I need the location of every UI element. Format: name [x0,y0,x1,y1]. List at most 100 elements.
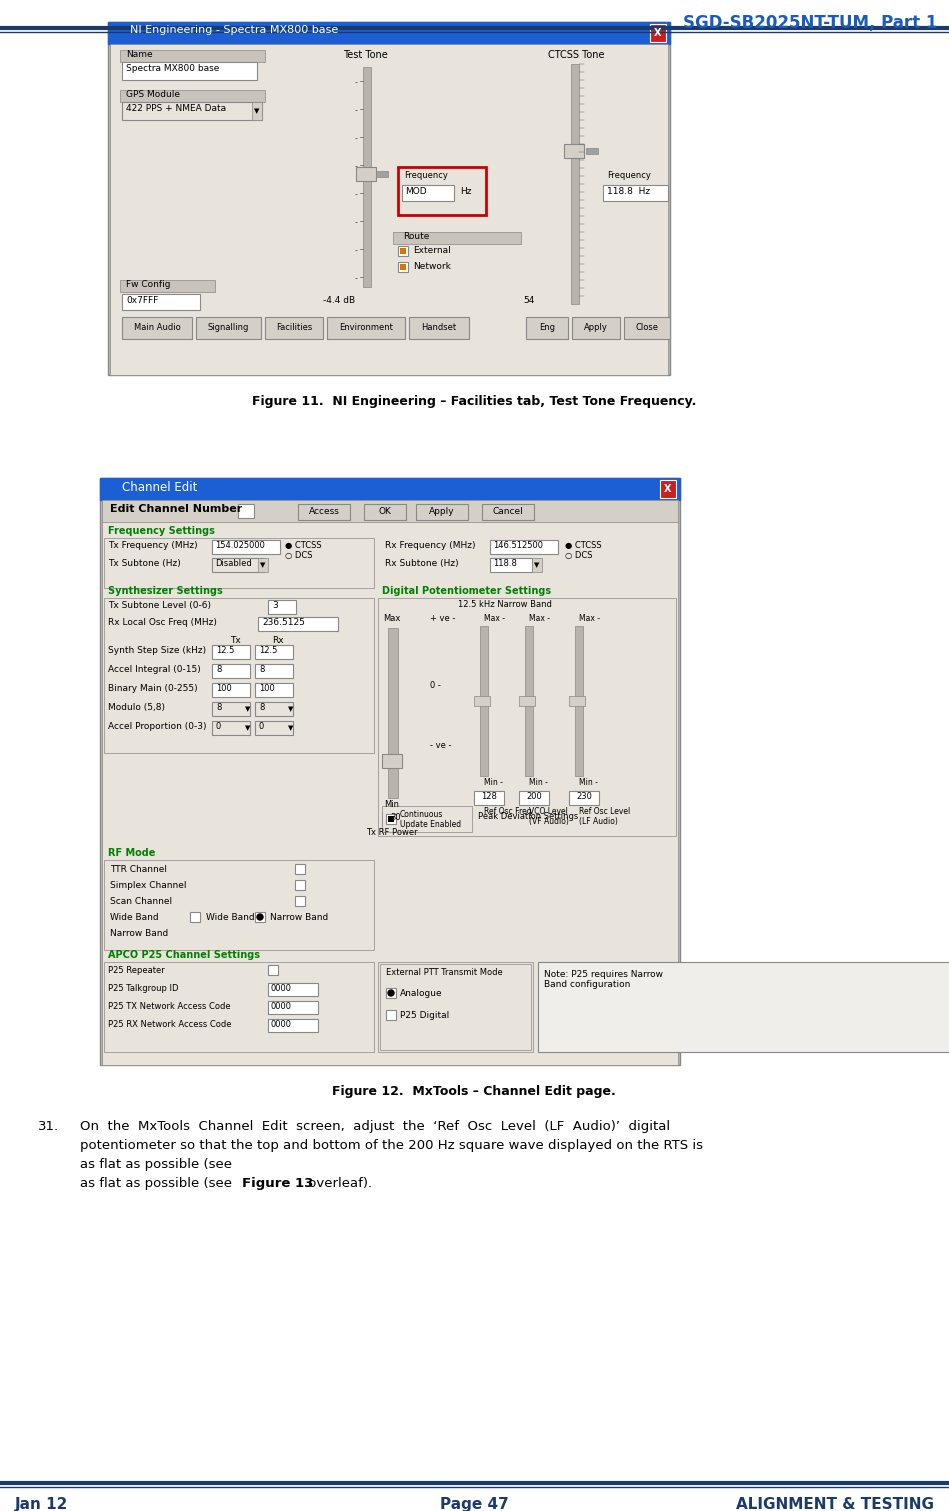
Bar [102,500,678,521]
Bar [255,703,293,716]
Bar [295,879,305,890]
Text: Signalling: Signalling [207,323,249,332]
Text: ● CTCSS: ● CTCSS [565,541,602,550]
Text: RF Mode: RF Mode [108,848,156,858]
Text: ○ DCS: ○ DCS [565,552,592,561]
Bar [416,505,468,520]
Text: Binary Main (0-255): Binary Main (0-255) [108,684,197,694]
Text: ▼: ▼ [534,562,540,568]
Text: Simplex Channel: Simplex Channel [110,881,187,890]
Text: Peak Deviation Settings: Peak Deviation Settings [478,811,578,820]
Bar [255,913,265,922]
Bar [268,966,278,975]
Text: Accel Integral (0-15): Accel Integral (0-15) [108,665,201,674]
Text: NI Engineering - Spectra MX800 base: NI Engineering - Spectra MX800 base [130,26,338,35]
Bar [490,558,532,573]
Text: 118.8  Hz: 118.8 Hz [607,187,650,196]
Text: 3: 3 [272,601,278,610]
Text: VCO Level
(VF Audio): VCO Level (VF Audio) [529,807,568,827]
Bar [122,62,257,80]
Bar [212,645,250,659]
Bar [258,616,338,632]
Text: -: - [355,246,358,255]
Bar [255,645,293,659]
Text: Tx RF Power: Tx RF Power [366,828,418,837]
Bar [378,963,533,1052]
Text: Narrow Band: Narrow Band [270,913,328,922]
Text: Test Tone: Test Tone [343,50,388,60]
Text: P25 TX Network Access Code: P25 TX Network Access Code [108,1002,231,1011]
Text: -: - [355,79,358,88]
Text: 422 PPS + NMEA Data: 422 PPS + NMEA Data [126,104,226,113]
Text: -: - [355,106,358,115]
Text: 0: 0 [216,722,221,731]
Bar [474,697,490,706]
Text: Max -: Max - [484,613,505,623]
Bar [104,963,374,1052]
Text: X: X [654,29,661,38]
Text: - ve -: - ve - [430,740,452,749]
Text: Apply: Apply [429,508,455,517]
Bar [108,23,670,44]
Bar [102,500,678,1065]
Text: 8: 8 [216,703,221,712]
Text: Scan Channel: Scan Channel [110,898,172,907]
Bar [104,860,374,950]
Bar [398,261,408,272]
Text: 100: 100 [216,684,232,694]
Text: -: - [355,134,358,144]
Text: Page 47: Page 47 [439,1497,509,1511]
Bar [298,505,350,520]
Bar [212,558,264,573]
Text: Synthesizer Settings: Synthesizer Settings [108,586,223,595]
Text: P25 Talkgroup ID: P25 Talkgroup ID [108,984,178,993]
Text: 8: 8 [259,703,265,712]
Text: 200: 200 [526,792,542,801]
Bar [490,539,558,555]
Text: Name: Name [126,50,153,59]
Bar [364,505,406,520]
Text: P25 Repeater: P25 Repeater [108,966,165,975]
Text: + ve -: + ve - [430,613,456,623]
Bar [120,50,265,62]
Text: ALIGNMENT & TESTING: ALIGNMENT & TESTING [736,1497,934,1511]
Bar [569,697,585,706]
Bar [480,626,488,777]
Bar [575,626,583,777]
Text: 0000: 0000 [271,1002,292,1011]
Text: 146.512500: 146.512500 [493,541,543,550]
Bar [104,538,374,588]
Text: Min -: Min - [484,778,503,787]
Bar [571,63,579,304]
Bar [212,663,250,678]
Text: Figure 12.  MxTools – Channel Edit page.: Figure 12. MxTools – Channel Edit page. [332,1085,616,1098]
Bar [386,814,396,823]
Bar [268,1000,318,1014]
Bar [212,721,250,734]
Circle shape [388,990,394,996]
Bar [295,864,305,873]
Text: OK: OK [379,508,391,517]
Text: 128: 128 [481,792,497,801]
Bar [569,790,599,805]
Text: 118.8: 118.8 [493,559,517,568]
Bar [519,790,549,805]
Text: Min -: Min - [529,778,548,787]
Text: Apply: Apply [584,323,608,332]
Bar [624,317,670,338]
Bar [586,148,598,154]
Text: Tx Frequency (MHz): Tx Frequency (MHz) [108,541,197,550]
Text: 100: 100 [259,684,275,694]
Bar [255,683,293,697]
Bar [268,984,318,996]
Text: 8: 8 [259,665,265,674]
Bar [525,626,533,777]
Bar [398,246,408,255]
Bar [327,317,405,338]
Text: External PTT Transmit Mode: External PTT Transmit Mode [386,969,503,978]
Bar [190,913,200,922]
Text: 12.5: 12.5 [216,647,234,654]
Text: Fw Config: Fw Config [126,280,171,289]
Text: SGD-SB2025NT-TUM, Part 1: SGD-SB2025NT-TUM, Part 1 [682,14,937,32]
Text: 0000: 0000 [271,1020,292,1029]
